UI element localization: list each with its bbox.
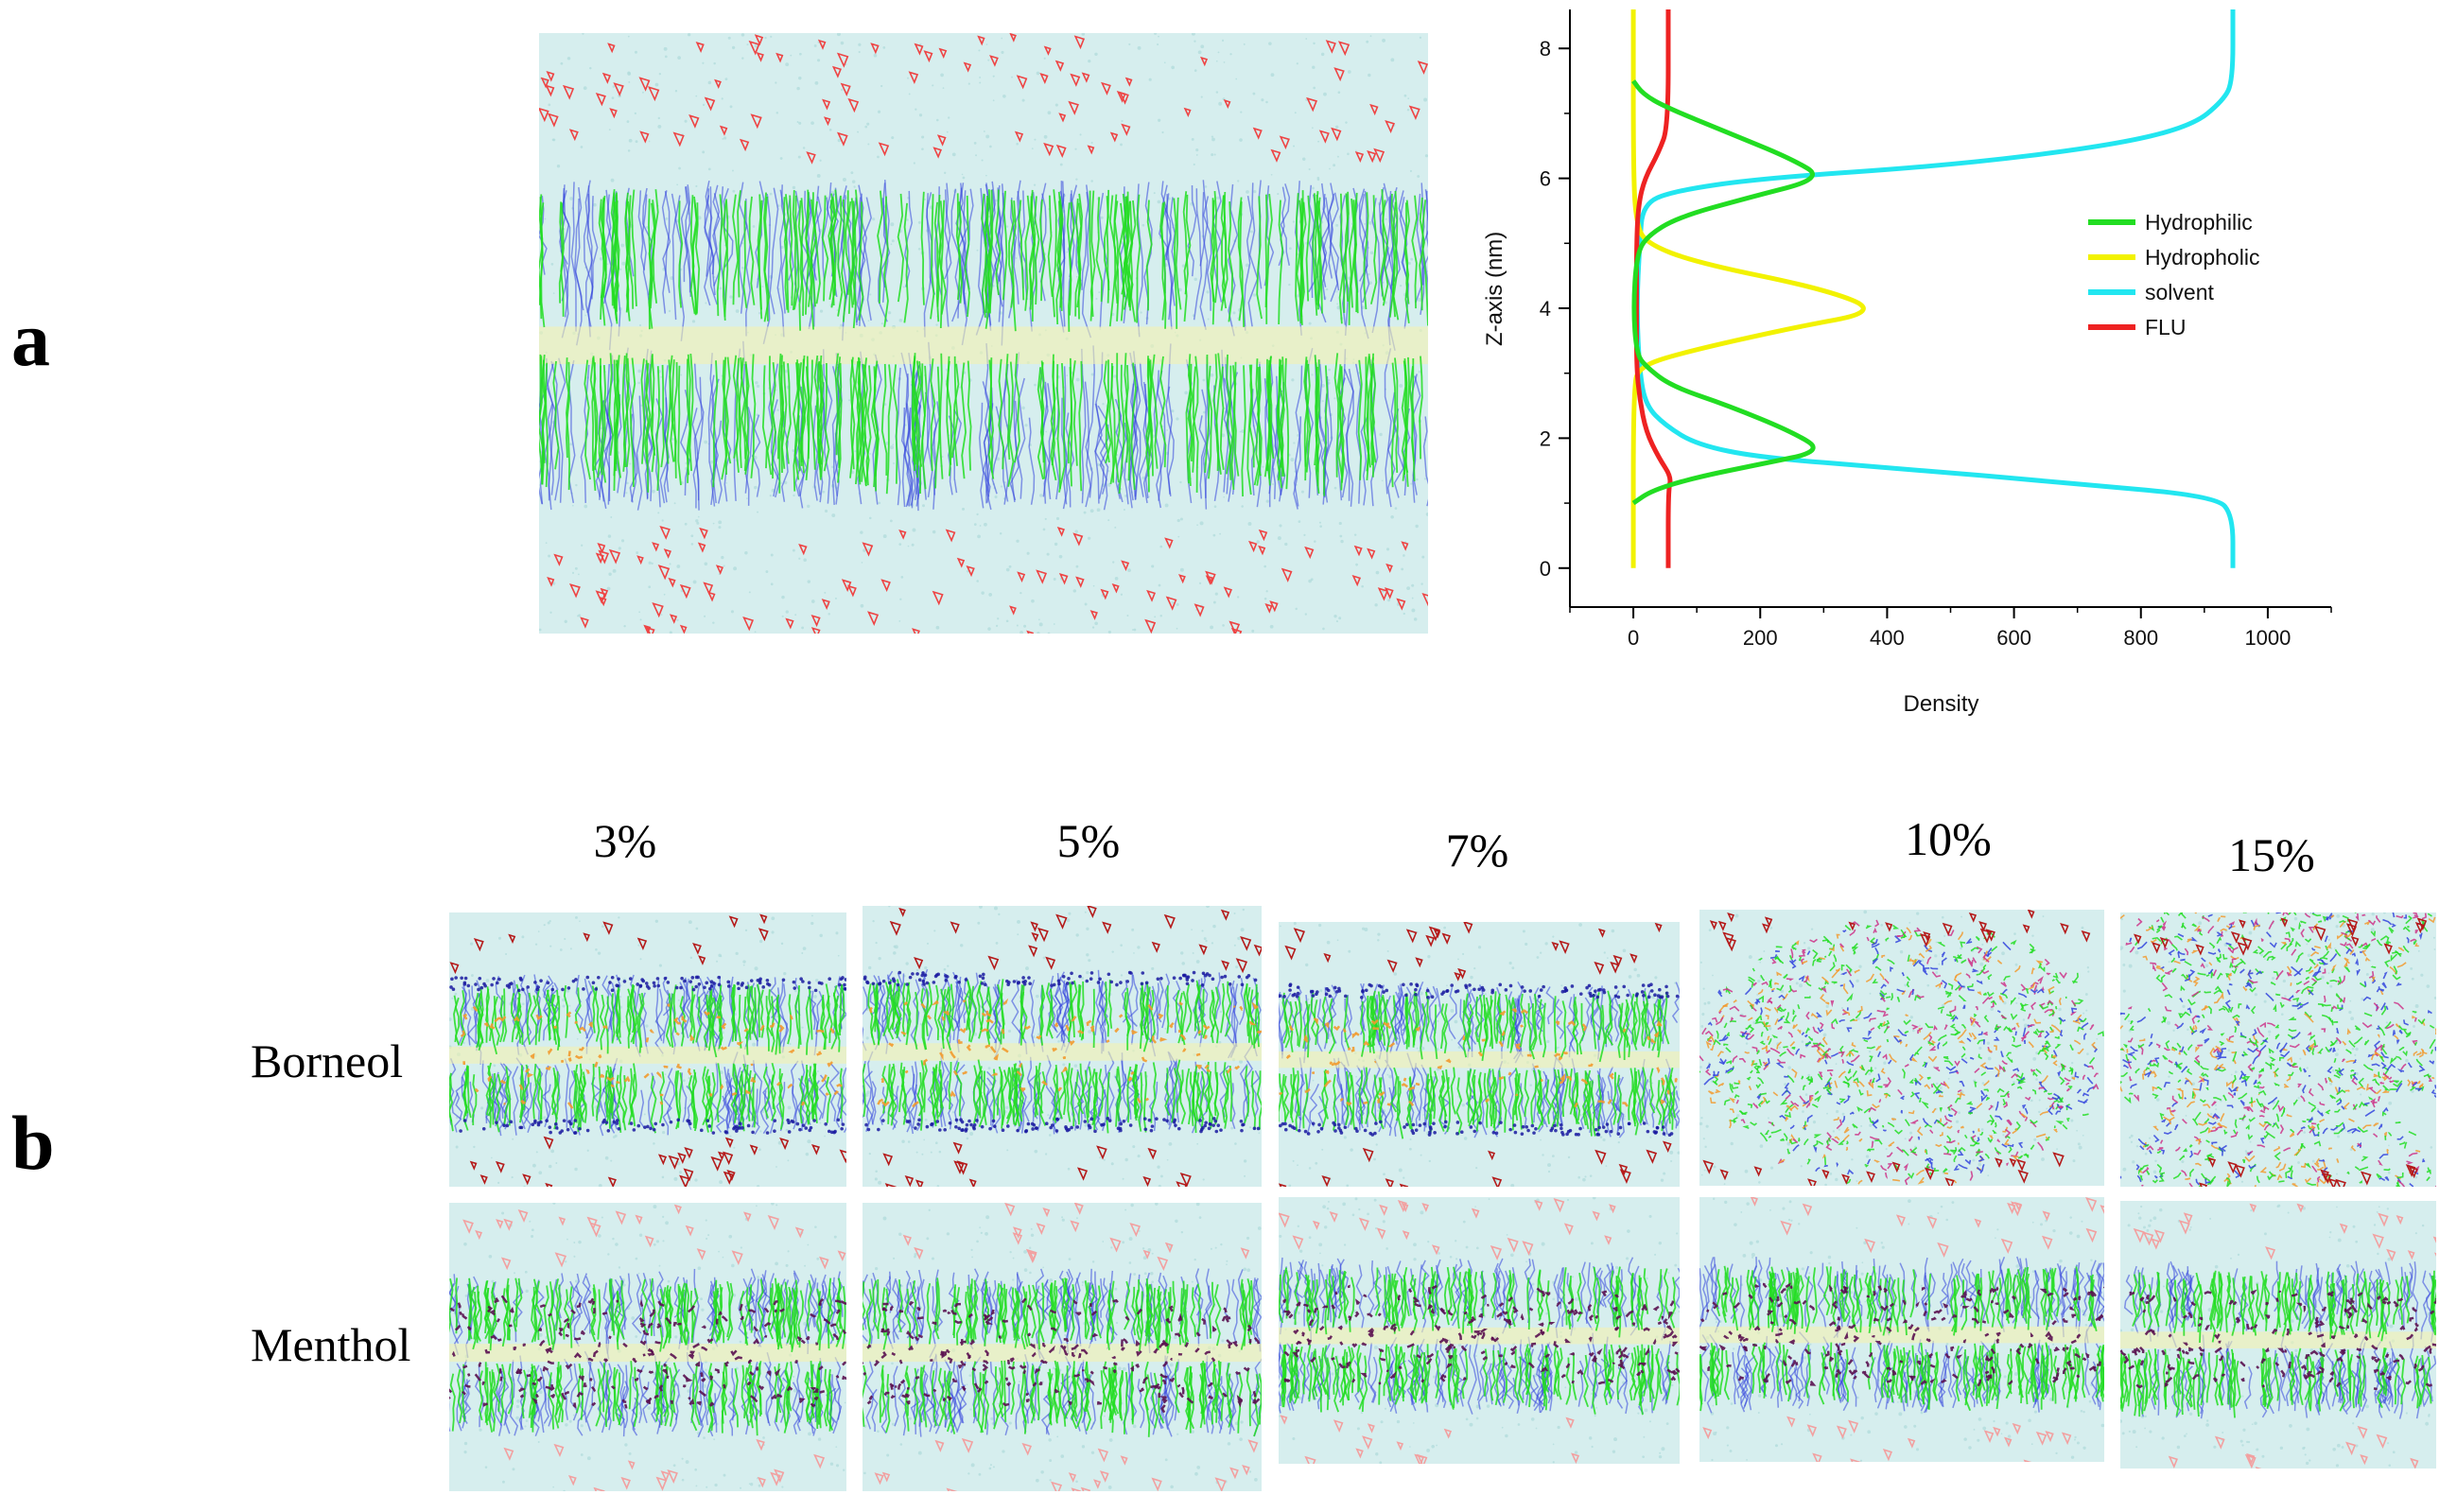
density-profile-chart: 0 200 400 600 800 1000 0 2 4 6 8 Density Z-axis (nm)… (1482, 9, 2332, 717)
column-label-10pct: 10% (1905, 812, 1992, 865)
snapshot-borneol-5pct (863, 906, 1262, 1187)
x-tick-label: 1000 (2244, 626, 2291, 650)
x-tick-label: 800 (2123, 626, 2158, 650)
y-tick-label: 4 (1540, 297, 1551, 321)
legend-label: solvent (2145, 280, 2214, 304)
snapshot-borneol-15pct (2120, 912, 2436, 1187)
row-label-menthol: Menthol (251, 1318, 411, 1371)
series-line-solvent (1634, 9, 2236, 568)
column-label-3pct: 3% (593, 814, 657, 867)
series-line-hydrophilic (1631, 79, 1816, 506)
column-label-5pct: 5% (1056, 814, 1121, 867)
simulation-snapshot-main (539, 33, 1428, 634)
panel-b-label: b (11, 1100, 55, 1186)
legend-label: Hydrophilic (2145, 210, 2253, 235)
column-label-15pct: 15% (2228, 828, 2315, 881)
x-tick-label: 0 (1628, 626, 1639, 650)
x-tick-label: 600 (1996, 626, 2031, 650)
legend-label: FLU (2145, 315, 2186, 339)
row-label-borneol: Borneol (251, 1034, 404, 1087)
x-axis-label: Density (1903, 691, 1978, 717)
x-tick-label: 400 (1870, 626, 1905, 650)
snapshot-menthol-7pct (1279, 1197, 1680, 1464)
panel-a-label: a (11, 296, 50, 382)
y-tick-label: 8 (1540, 37, 1551, 61)
y-tick-label: 2 (1540, 426, 1551, 450)
snapshot-menthol-5pct (863, 1203, 1262, 1491)
snapshot-borneol-7pct (1279, 922, 1680, 1187)
snapshot-menthol-3pct (449, 1203, 846, 1491)
x-tick-label: 200 (1743, 626, 1778, 650)
snapshot-borneol-3pct (449, 912, 846, 1187)
series-line-hydropholic (1630, 9, 1866, 568)
y-axis-label: Z-axis (nm) (1482, 232, 1507, 346)
y-tick-label: 0 (1540, 557, 1551, 581)
snapshot-menthol-10pct (1699, 1197, 2104, 1462)
legend-label: Hydropholic (2145, 245, 2259, 269)
snapshot-borneol-10pct (1699, 910, 2104, 1186)
column-label-7pct: 7% (1445, 824, 1509, 877)
snapshot-menthol-15pct (2120, 1201, 2436, 1469)
y-tick-label: 6 (1540, 167, 1551, 191)
